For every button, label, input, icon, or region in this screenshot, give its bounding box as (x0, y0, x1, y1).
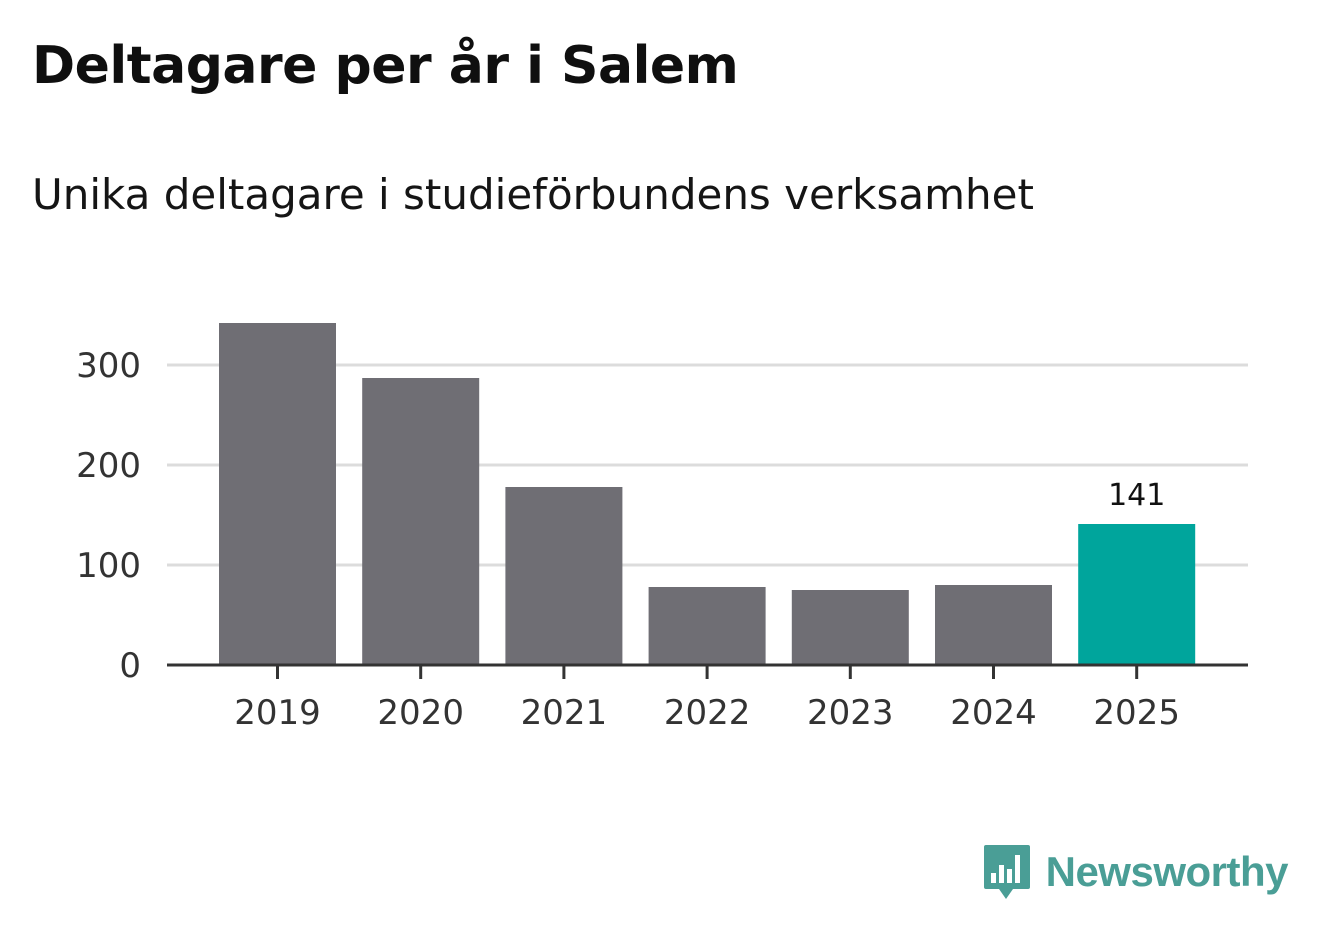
bar-2019 (219, 323, 336, 665)
bar-2025 (1078, 524, 1196, 665)
bar-2020 (362, 378, 480, 665)
x-tick-label-2019: 2019 (234, 693, 321, 733)
gridlines (167, 363, 1248, 567)
y-tick-label-100: 100 (76, 546, 141, 586)
x-tick-label-2023: 2023 (807, 693, 894, 733)
y-tick-label-300: 300 (76, 346, 141, 386)
x-tick-label-2022: 2022 (664, 693, 751, 733)
chart-title: Deltagare per år i Salem (32, 36, 739, 96)
x-tick-label-2024: 2024 (950, 693, 1037, 733)
x-axis-ticks: 2019 2020 2021 2022 2023 2024 2025 (234, 665, 1180, 733)
x-tick-label-2021: 2021 (521, 693, 608, 733)
newsworthy-brand: Newsworthy (982, 843, 1289, 901)
newsworthy-logo-icon (983, 845, 1030, 899)
y-tick-label-0: 0 (119, 646, 141, 686)
x-tick-label-2020: 2020 (377, 693, 464, 733)
x-tick-label-2025: 2025 (1093, 693, 1180, 733)
bar-2023 (791, 590, 909, 665)
y-tick-label-200: 200 (76, 446, 141, 486)
chart-subtitle: Unika deltagare i studieförbundens verks… (32, 170, 1034, 219)
y-axis-ticks: 0 100 200 300 (76, 346, 141, 686)
bar-2021 (505, 487, 623, 665)
bar-2022 (648, 587, 766, 665)
data-labels: 141 (1108, 478, 1165, 513)
data-label-2025: 141 (1108, 478, 1165, 513)
bar-2024 (935, 585, 1052, 665)
bars (219, 323, 1196, 665)
brand-name: Newsworthy (1045, 848, 1289, 895)
